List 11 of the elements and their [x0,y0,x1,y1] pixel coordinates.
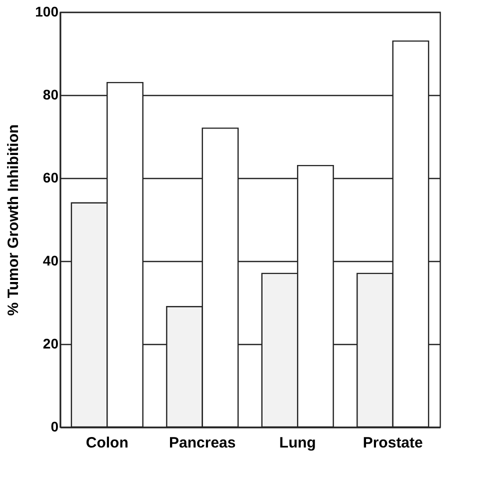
y-tick-label: 40 [42,252,59,268]
x-tick-label: Prostate [362,434,423,452]
x-tick-label: Lung [279,434,316,452]
y-tick-label: 100 [35,4,59,20]
y-tick-label: 80 [42,86,59,102]
x-tick-label: Pancreas [169,434,236,452]
y-axis-title: % Tumor Growth Inhibition [5,124,22,316]
y-tick-label: 60 [42,170,59,186]
y-tick-label: 0 [50,418,59,434]
y-tick-label: 20 [42,336,59,352]
x-tick-label: Colon [86,434,128,452]
